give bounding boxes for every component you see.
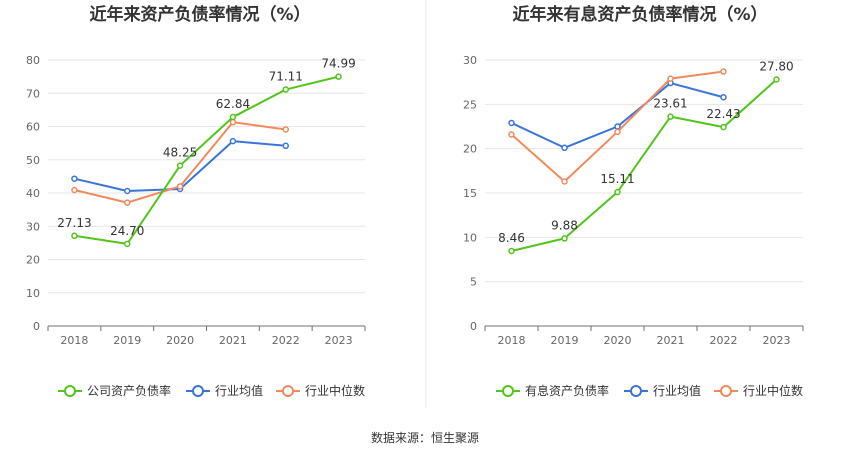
data-point: [229, 113, 237, 121]
data-point: [229, 118, 237, 126]
x-tick-label: 2022: [272, 334, 300, 347]
x-tick-label: 2018: [498, 334, 526, 347]
x-tick-label: 2021: [219, 334, 247, 347]
data-point: [508, 119, 515, 127]
y-tick-label: 25: [463, 98, 477, 111]
data-point: [282, 86, 289, 93]
data-point: [71, 186, 78, 194]
x-tick-label: 2019: [551, 334, 579, 347]
data-label: 23.61: [653, 97, 687, 111]
legend-swatch-marker: [630, 385, 642, 397]
legend-label: 公司资产负债率: [87, 383, 171, 398]
data-label: 71.11: [269, 70, 303, 84]
data-point: [124, 199, 131, 206]
x-tick-label: 2019: [113, 334, 141, 347]
data-point: [335, 73, 342, 80]
data-label: 62.84: [216, 97, 250, 111]
data-point: [667, 113, 674, 120]
legend-swatch-marker: [282, 385, 294, 397]
chart-panel-debt-ratio: 近年来资产负债率情况（%） 0 10 20 30 40 50 60 70 80 2018 2019 20…: [26, 4, 366, 398]
data-label: 15.11: [600, 172, 634, 186]
data-label: 27.80: [759, 60, 793, 74]
data-point: [71, 232, 78, 240]
data-source-note: 数据来源：恒生聚源: [371, 430, 479, 445]
data-point: [282, 142, 289, 150]
legend-label: 行业均值: [653, 383, 701, 398]
data-label: 48.25: [163, 146, 197, 160]
y-tick-label: 70: [26, 87, 40, 100]
data-point: [561, 178, 568, 185]
legend-swatch-marker: [64, 385, 76, 397]
data-point: [614, 188, 621, 196]
x-tick-label: 2020: [166, 334, 194, 347]
chart-title: 近年来有息资产负债率情况（%）: [512, 4, 767, 25]
legend-label: 有息资产负债率: [525, 383, 609, 398]
x-tick-label: 2020: [604, 334, 632, 347]
data-point: [614, 128, 621, 136]
data-point: [667, 75, 674, 82]
legend-swatch-marker: [502, 385, 514, 397]
data-point: [176, 162, 184, 169]
data-point: [71, 175, 78, 182]
x-tick-label: 2023: [763, 334, 791, 347]
data-point: [561, 144, 568, 152]
x-tick-label: 2021: [657, 334, 685, 347]
legend-label: 行业中位数: [305, 383, 365, 398]
y-tick-label: 5: [470, 276, 477, 289]
data-label: 27.13: [57, 216, 91, 230]
series-line: [74, 75, 339, 245]
data-point: [508, 131, 515, 138]
y-tick-label: 10: [26, 287, 40, 300]
data-point: [720, 123, 727, 131]
data-label: 74.99: [321, 57, 355, 71]
y-tick-label: 20: [26, 254, 40, 267]
data-label: 8.46: [498, 231, 525, 245]
y-tick-label: 15: [463, 187, 477, 200]
y-tick-label: 30: [463, 54, 477, 67]
y-tick-label: 50: [26, 154, 40, 167]
y-tick-label: 80: [26, 54, 40, 67]
data-label: 24.70: [110, 224, 144, 238]
data-point: [614, 123, 621, 130]
data-point: [720, 93, 727, 101]
data-point: [229, 137, 237, 145]
y-tick-label: 30: [26, 220, 40, 233]
y-tick-label: 60: [26, 121, 40, 134]
data-point: [773, 76, 780, 83]
data-label: 9.88: [551, 218, 578, 232]
y-tick-label: 40: [26, 187, 40, 200]
data-point: [176, 183, 184, 190]
legend-swatch-marker: [720, 385, 732, 397]
data-label: 22.43: [706, 107, 740, 121]
legend-label: 行业中位数: [743, 383, 803, 398]
chart-title: 近年来资产负债率情况（%）: [89, 4, 310, 25]
series-line: [511, 82, 724, 149]
data-point: [561, 235, 568, 242]
legend-label: 行业均值: [215, 383, 263, 398]
y-tick-label: 0: [33, 320, 40, 333]
x-tick-label: 2022: [710, 334, 738, 347]
y-tick-label: 20: [463, 143, 477, 156]
legend-swatch-marker: [192, 385, 204, 397]
x-tick-label: 2023: [325, 334, 353, 347]
y-tick-label: 10: [463, 231, 477, 244]
x-tick-label: 2018: [60, 334, 88, 347]
data-point: [124, 187, 131, 195]
data-point: [720, 68, 727, 75]
chart-panel-interest-debt-ratio: 近年来有息资产负债率情况（%） 0 5 10 15 20 25 30 2018 2019 2020 2…: [463, 4, 804, 398]
data-point: [124, 240, 131, 248]
series-line: [511, 78, 778, 252]
data-point: [282, 126, 289, 133]
y-tick-label: 0: [470, 320, 477, 333]
data-point: [508, 247, 515, 255]
